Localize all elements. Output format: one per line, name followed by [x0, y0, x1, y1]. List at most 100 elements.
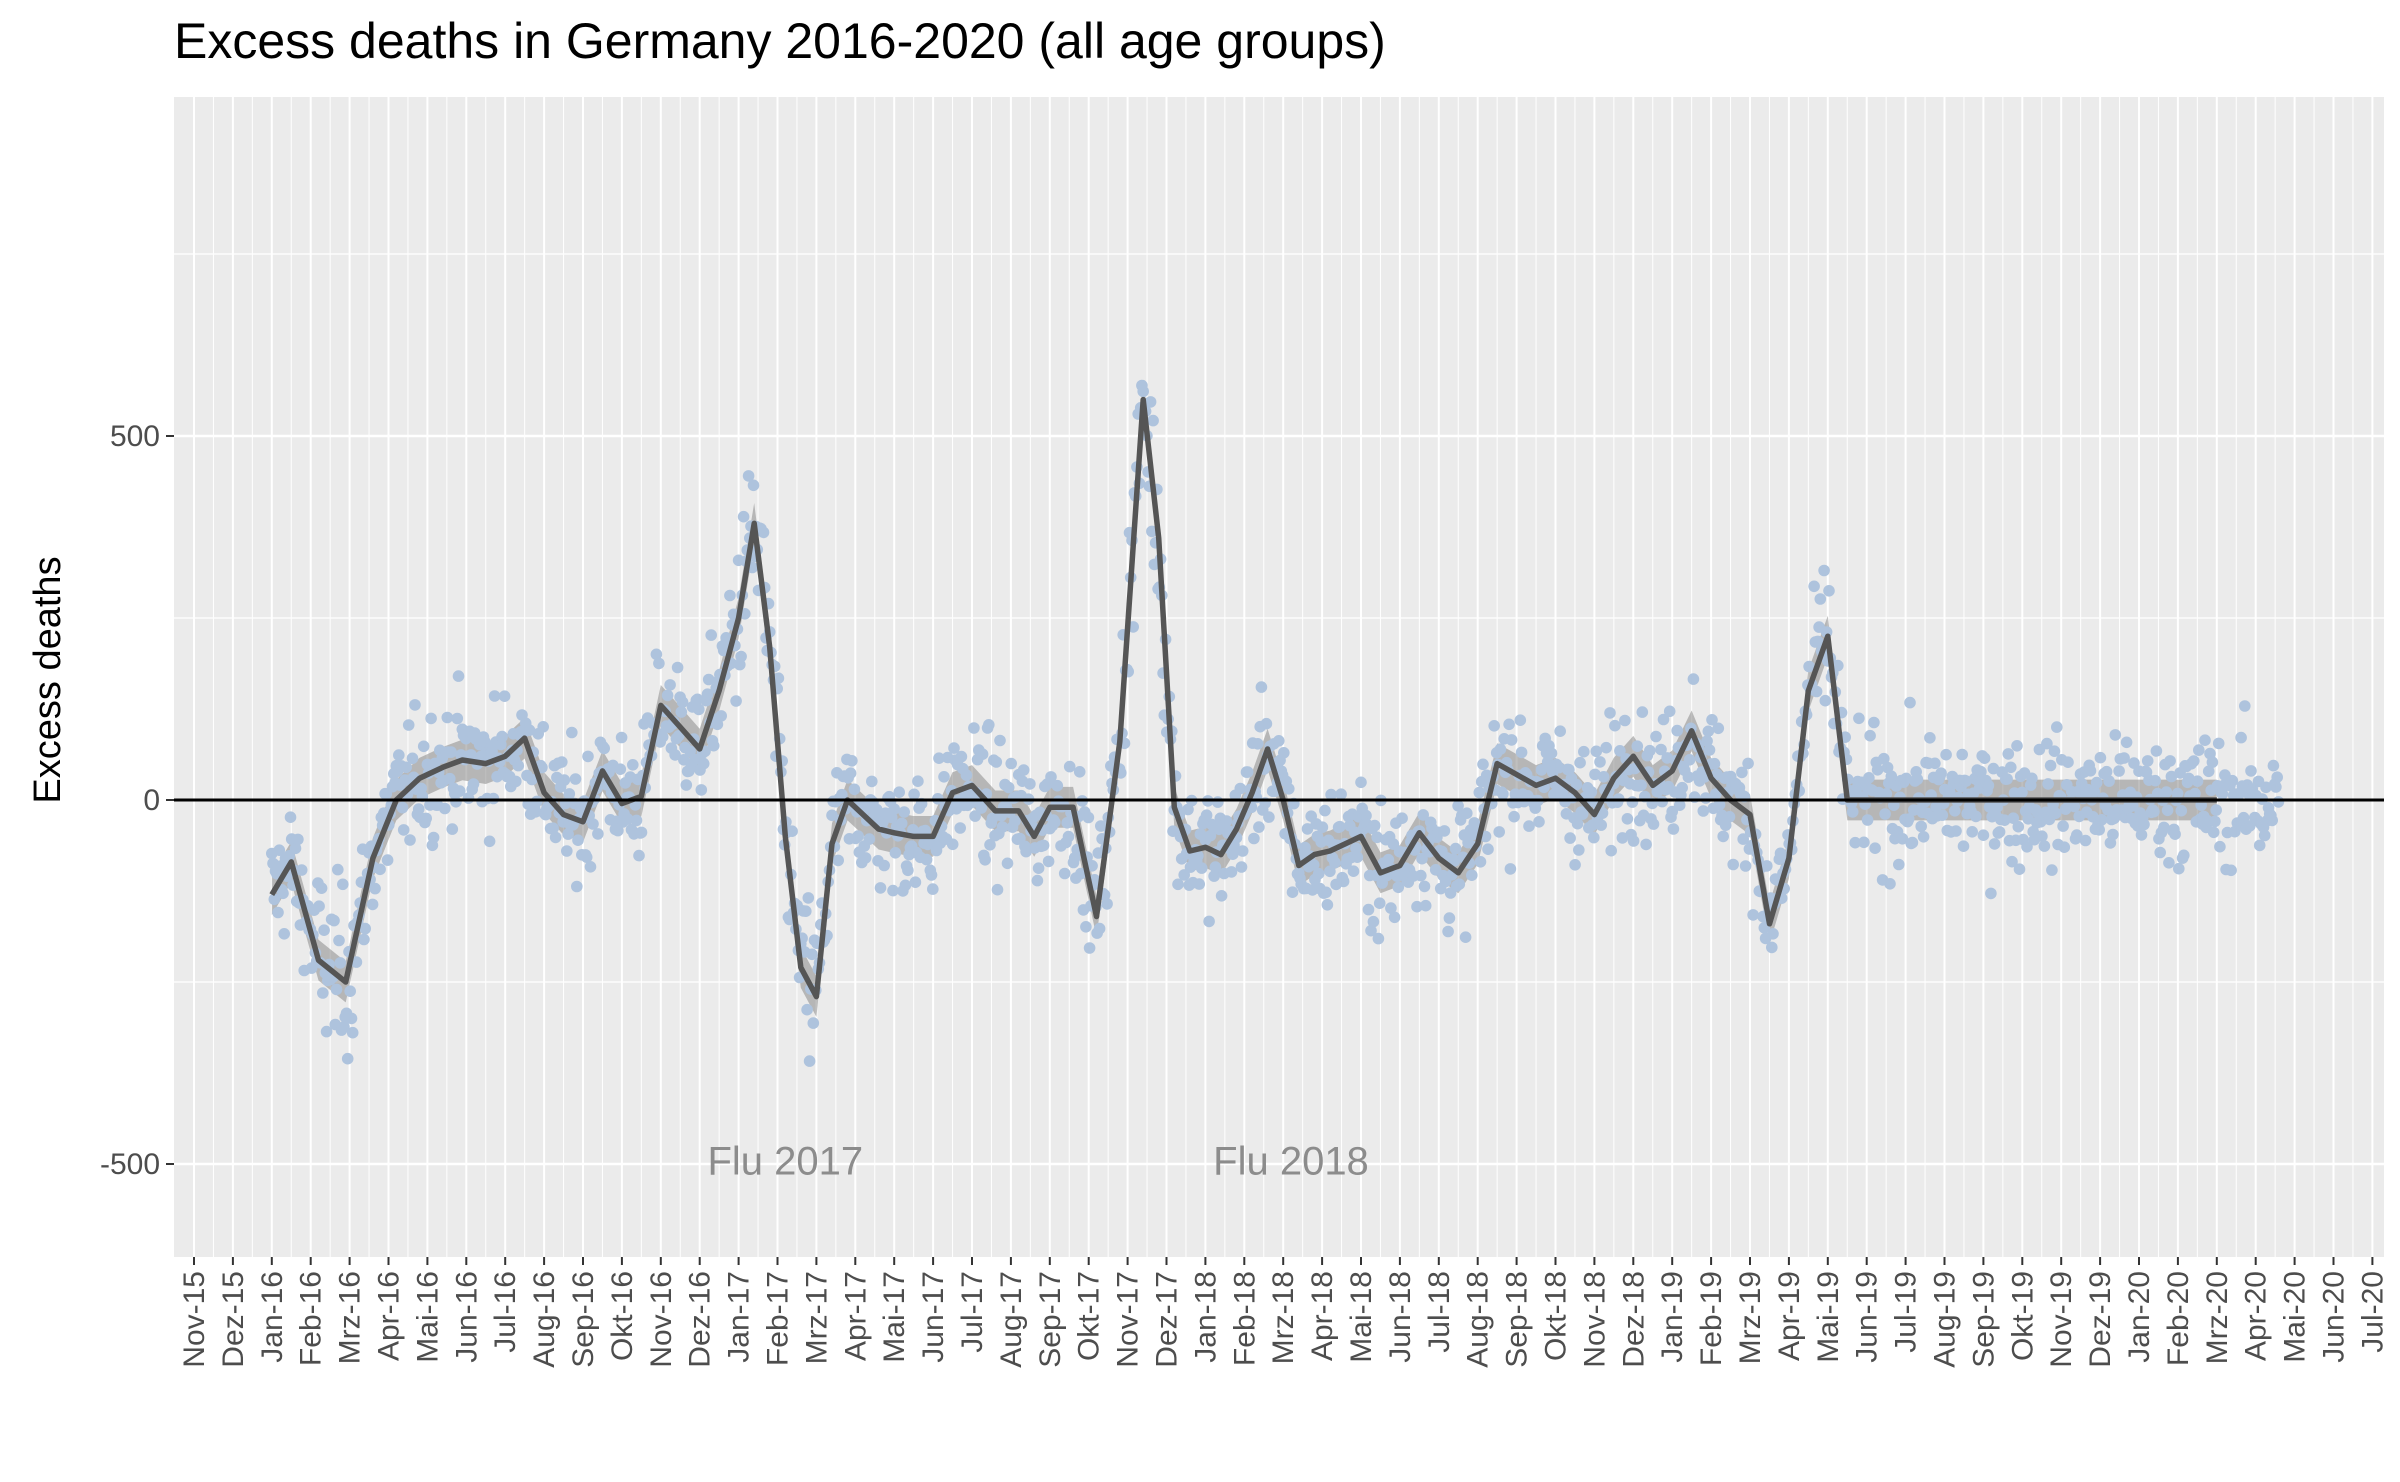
data-point — [1597, 771, 1610, 783]
data-point — [1494, 743, 1507, 755]
data-point — [1335, 788, 1347, 800]
data-point — [512, 759, 525, 772]
x-tick-label: Jan-20 — [2123, 1271, 2156, 1363]
data-point — [1977, 829, 1990, 841]
data-point — [2214, 840, 2226, 853]
data-point — [2135, 829, 2148, 841]
data-point — [330, 983, 343, 996]
x-tick-label: Dez-15 — [217, 1271, 250, 1368]
data-point — [496, 730, 508, 743]
data-point — [1241, 766, 1254, 778]
data-point — [1982, 779, 1995, 792]
data-point — [1823, 585, 1835, 597]
data-point — [975, 802, 988, 814]
x-tick-label: Aug-19 — [1929, 1271, 1962, 1368]
data-point — [991, 883, 1004, 896]
data-point — [400, 761, 413, 774]
x-tick-label: Jun-20 — [2318, 1271, 2351, 1363]
x-tick-label: Dez-19 — [2084, 1271, 2117, 1368]
data-point — [976, 748, 989, 760]
data-point — [1388, 911, 1401, 924]
data-point — [2199, 734, 2211, 746]
data-point — [580, 851, 593, 863]
data-point — [695, 784, 708, 796]
data-point — [1001, 857, 1014, 870]
data-point — [680, 779, 693, 791]
data-point — [1988, 838, 2001, 850]
data-point — [2011, 740, 2023, 752]
data-point — [572, 834, 584, 846]
data-point — [406, 752, 419, 765]
data-point — [2036, 830, 2048, 842]
data-point — [702, 673, 715, 686]
data-point — [397, 824, 410, 836]
data-point — [2164, 755, 2176, 767]
x-tick-label: Sep-18 — [1501, 1271, 1534, 1368]
data-point — [272, 906, 284, 919]
x-tick-label: Apr-18 — [1306, 1271, 1339, 1361]
data-point — [2148, 805, 2160, 818]
x-tick-label: Mrz-19 — [1734, 1271, 1767, 1364]
data-point — [730, 695, 742, 707]
data-point — [946, 838, 959, 851]
data-point — [1488, 720, 1500, 732]
data-point — [1058, 867, 1071, 880]
data-point — [1514, 714, 1527, 726]
data-point — [1574, 756, 1586, 769]
data-point — [292, 833, 304, 846]
data-point — [786, 825, 798, 837]
data-point — [2171, 787, 2184, 800]
data-point — [1024, 778, 1036, 790]
data-point — [1411, 900, 1423, 913]
x-tick-label: Jun-16 — [450, 1271, 483, 1363]
data-point — [2079, 834, 2092, 847]
data-point — [1904, 696, 1916, 709]
x-tick-label: Mrz-20 — [2201, 1271, 2234, 1364]
data-point — [1095, 820, 1107, 832]
data-point — [498, 690, 511, 702]
data-point — [1051, 779, 1064, 792]
data-point — [1667, 823, 1680, 835]
data-point — [1713, 798, 1726, 811]
data-point — [1571, 817, 1584, 830]
data-point — [1301, 823, 1314, 835]
x-tick-label: Jan-16 — [256, 1271, 289, 1363]
data-point — [888, 803, 900, 815]
data-point — [1917, 831, 1930, 843]
data-point — [454, 785, 466, 797]
data-point — [1477, 758, 1489, 771]
data-point — [1337, 875, 1350, 888]
data-point — [1893, 858, 1905, 871]
data-point — [1360, 809, 1372, 822]
data-point — [483, 835, 496, 848]
data-point — [1957, 840, 1970, 852]
data-point — [1037, 839, 1050, 852]
data-point — [346, 1026, 359, 1039]
data-point — [979, 854, 991, 866]
x-tick-label: Jul-17 — [956, 1271, 989, 1353]
data-point — [1940, 748, 1952, 761]
data-point — [1960, 775, 1972, 787]
x-tick-label: Jul-18 — [1423, 1271, 1456, 1353]
data-point — [1083, 942, 1096, 954]
data-point — [2107, 828, 2119, 841]
data-point — [2226, 774, 2239, 787]
data-point — [2084, 765, 2097, 777]
data-point — [1355, 776, 1367, 789]
data-point — [2095, 814, 2108, 826]
data-point — [1808, 580, 1820, 593]
x-tick-label: Sep-17 — [1034, 1271, 1067, 1368]
data-point — [955, 750, 968, 763]
data-point — [1594, 756, 1606, 768]
data-point — [1347, 865, 1360, 877]
data-point — [1286, 886, 1299, 898]
x-tick-label: Jun-18 — [1384, 1271, 1417, 1363]
data-point — [612, 824, 624, 837]
x-tick-label: Aug-17 — [995, 1271, 1028, 1368]
data-point — [1819, 694, 1832, 707]
annotation-layer: Flu 2017 Flu 2018 — [707, 1139, 1368, 1183]
data-point — [1564, 832, 1576, 844]
data-point — [1563, 763, 1575, 776]
data-point — [1573, 844, 1585, 856]
